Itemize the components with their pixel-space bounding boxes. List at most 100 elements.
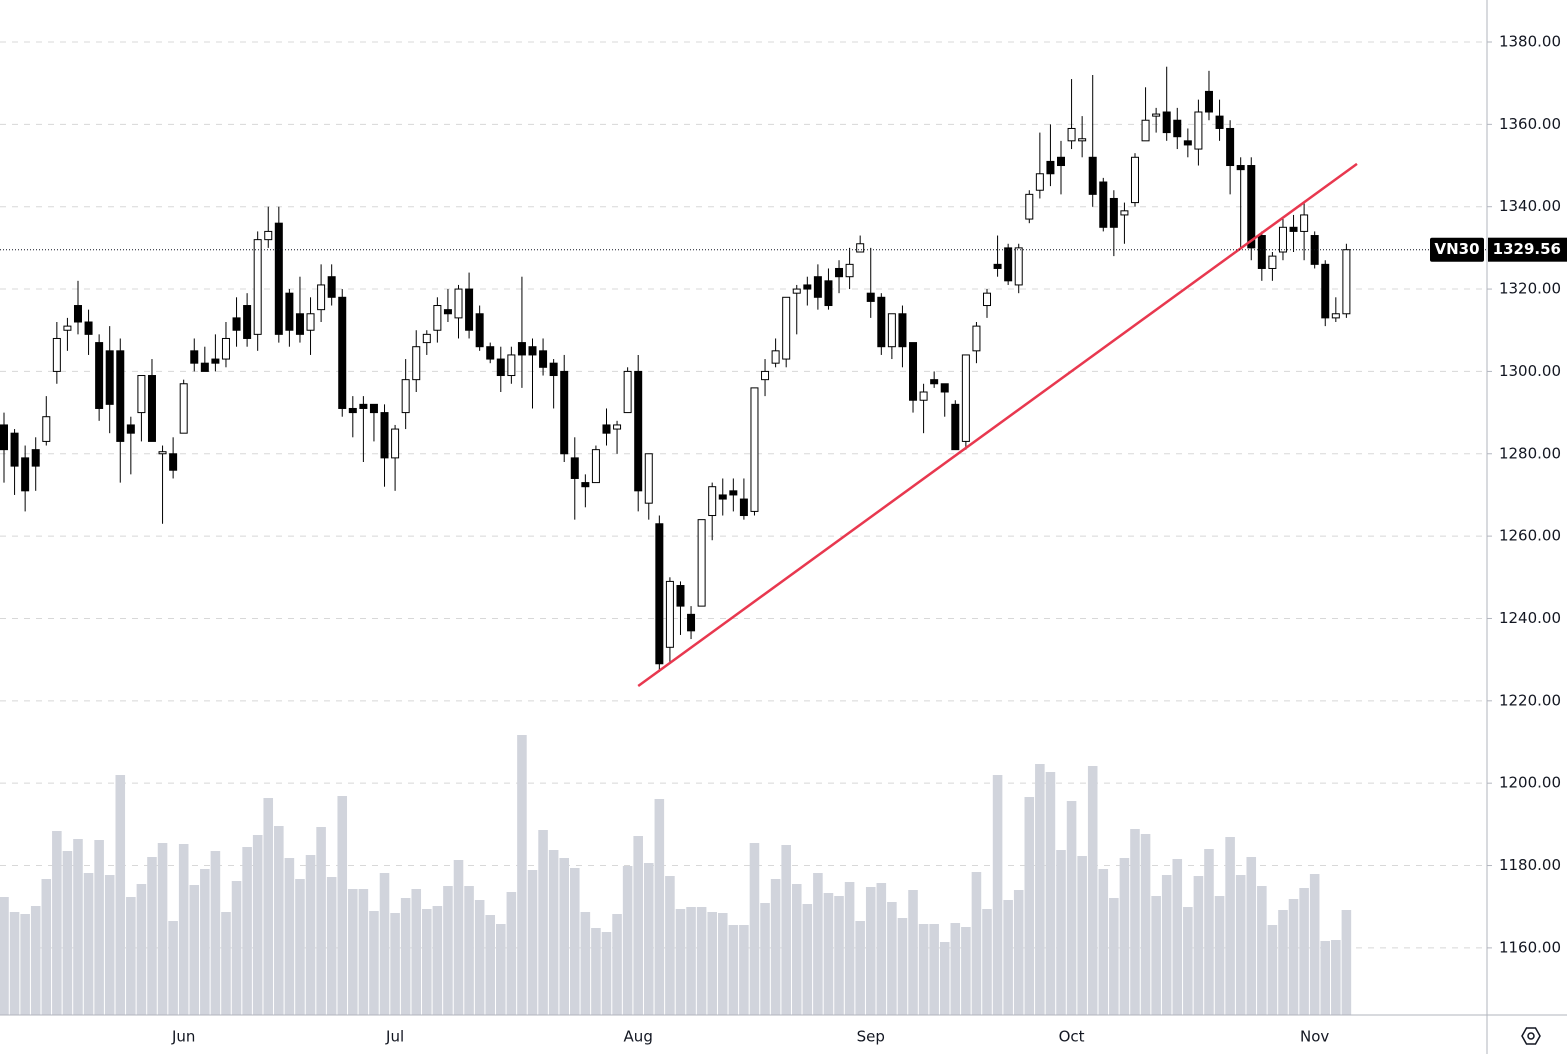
hexagon-dot[interactable] — [1527, 1032, 1535, 1040]
volume-bar — [157, 843, 168, 1015]
volume-bar — [464, 886, 474, 1015]
candle-body — [898, 313, 907, 348]
volume-bar — [918, 924, 929, 1015]
volume-bar — [1056, 850, 1066, 1015]
candle-body — [1078, 138, 1087, 142]
volume-bar — [580, 912, 591, 1015]
candle-body — [1257, 235, 1266, 269]
volume-bar — [1267, 925, 1278, 1015]
candle-body — [1321, 263, 1330, 319]
y-tick-label: 1260.00 — [1499, 527, 1561, 545]
candle-body — [613, 424, 622, 430]
trendline — [637, 162, 1358, 688]
candle-body — [813, 276, 822, 298]
volume-bar — [1341, 910, 1352, 1015]
candle-body — [718, 494, 727, 500]
candle-body — [1226, 127, 1235, 167]
candle-body — [243, 305, 252, 339]
volume-bar — [147, 857, 157, 1015]
volume-bar — [844, 882, 855, 1015]
candle-body — [63, 325, 72, 331]
last-price-label: 1329.56 — [1493, 240, 1561, 258]
candle-body — [909, 342, 918, 401]
volume-bar — [390, 913, 400, 1015]
volume-bar — [961, 927, 971, 1015]
volume-bar — [62, 851, 73, 1015]
candle-body — [369, 403, 378, 414]
volume-bar — [1225, 837, 1235, 1015]
candle-body — [835, 267, 844, 278]
volume-bar — [1320, 941, 1331, 1015]
candle-body — [359, 403, 368, 409]
candle-body — [1173, 119, 1182, 138]
settings-icon[interactable] — [1521, 1027, 1541, 1045]
hexagon[interactable] — [1521, 1027, 1541, 1045]
y-tick-label: 1220.00 — [1499, 691, 1561, 709]
candle-body — [560, 370, 569, 455]
candle-body — [10, 432, 19, 467]
volume-bar — [1003, 900, 1013, 1015]
candle-body — [972, 325, 981, 352]
volume-bar — [633, 836, 643, 1015]
candle-body — [739, 498, 748, 517]
volume-bar — [126, 897, 136, 1015]
volume-bar — [591, 928, 601, 1015]
candle-body — [591, 449, 600, 484]
candle-body — [1236, 165, 1245, 171]
candle-body — [253, 239, 262, 335]
candle-body — [634, 370, 643, 492]
candle-body — [792, 288, 801, 294]
candle-body — [623, 370, 632, 414]
candle-body — [1025, 193, 1034, 220]
volume-bar — [527, 870, 538, 1015]
candle-body — [1067, 127, 1076, 142]
y-tick-label: 1380.00 — [1499, 33, 1561, 51]
volume-bar — [950, 923, 961, 1015]
candle-body — [1014, 247, 1023, 286]
x-tick-label: Oct — [1059, 1028, 1085, 1046]
candle-body — [866, 292, 875, 302]
candle-body — [211, 358, 220, 364]
candle-body — [1215, 115, 1224, 129]
volume-bar — [231, 881, 242, 1015]
candle-body — [306, 313, 315, 331]
volume-bar — [252, 835, 263, 1015]
x-tick-label: Jul — [385, 1028, 404, 1046]
volume-bar — [348, 889, 358, 1015]
volume-bar — [1288, 899, 1299, 1015]
volume-bar — [517, 735, 527, 1015]
x-tick-label: Sep — [857, 1028, 885, 1046]
volume-bar — [1130, 829, 1140, 1015]
candle-body — [697, 519, 706, 607]
candle-body — [539, 350, 548, 368]
candle-body — [1289, 226, 1298, 232]
candle-body — [655, 523, 664, 665]
volume-bar — [1066, 801, 1077, 1015]
candle-body — [179, 383, 188, 434]
x-tick-label: Aug — [624, 1028, 653, 1046]
volume-bar — [1309, 874, 1320, 1015]
volume-bar — [1024, 797, 1035, 1015]
candle-body — [845, 263, 854, 278]
volume-bar — [83, 873, 94, 1015]
candle-body — [824, 280, 833, 307]
volume-bar — [400, 898, 411, 1015]
candle-body — [1130, 156, 1139, 204]
volume-bar — [115, 775, 126, 1015]
candle-body — [126, 424, 135, 434]
volume-bar — [369, 911, 379, 1015]
volume-bar — [876, 883, 887, 1015]
candle-body — [993, 263, 1002, 269]
candle-body — [31, 449, 40, 467]
volume-bar — [654, 799, 665, 1015]
candle-body — [1278, 226, 1287, 253]
volume-bar — [358, 889, 369, 1015]
symbol-box — [1430, 237, 1484, 262]
volume-bar — [1151, 896, 1161, 1015]
volume-bar — [939, 942, 950, 1015]
volume-bar — [284, 858, 295, 1015]
candle-body — [570, 457, 579, 479]
volume-bar — [728, 925, 739, 1015]
candle-body — [52, 337, 61, 372]
volume-bar — [379, 873, 390, 1015]
